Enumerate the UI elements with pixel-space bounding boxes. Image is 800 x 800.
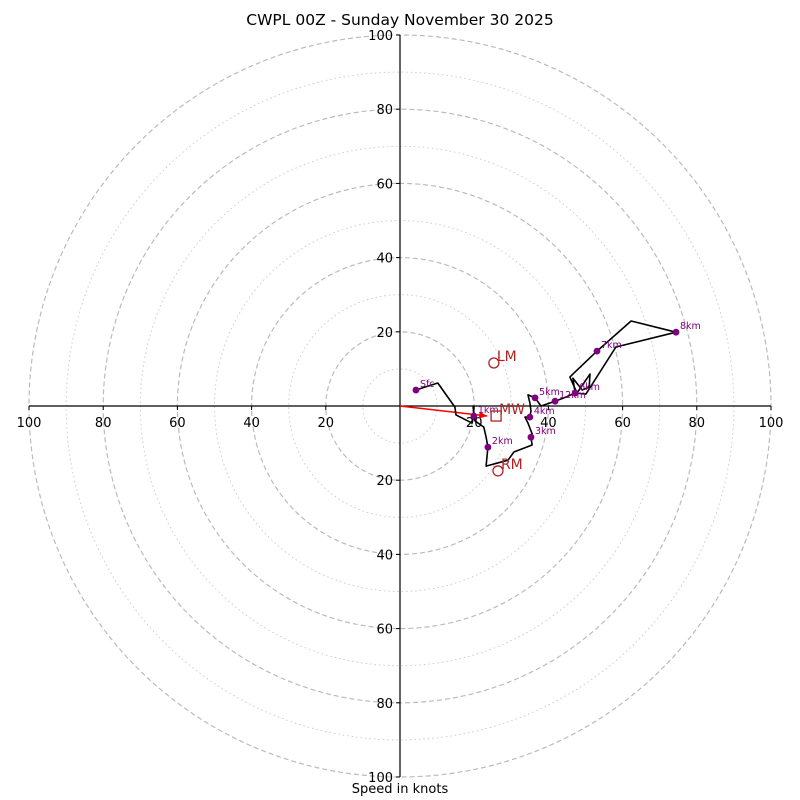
y-tick-label: 100 (368, 771, 393, 786)
height-marker-sfc (412, 386, 420, 394)
storm-motion-mw-label: MW (499, 402, 525, 418)
y-tick-label: 40 (376, 548, 393, 563)
x-tick-label: 100 (17, 416, 42, 431)
x-tick-label: 60 (169, 416, 186, 431)
tick-labels: 100 80 60 40 20 20 40 60 80 100 100 80 60 40 20 20 40 60 8… (17, 29, 784, 786)
height-marker-12km (551, 397, 559, 405)
y-tick-label: 20 (376, 474, 393, 489)
x-tick-label: 80 (95, 416, 112, 431)
height-label-6km: 6km (579, 382, 600, 393)
height-label-3km: 3km (535, 426, 556, 437)
height-marker-4km (526, 413, 534, 421)
height-marker-2km (484, 443, 492, 451)
y-tick-label: 60 (376, 623, 393, 638)
storm-motion-lm-label: LM (497, 349, 517, 365)
height-marker-8km (672, 328, 680, 336)
x-tick-label: 40 (243, 416, 260, 431)
height-label-7km: 7km (601, 340, 622, 351)
x-axis-label: Speed in knots (351, 782, 449, 797)
y-tick-label: 80 (376, 697, 393, 712)
height-label-1km: 1km (478, 405, 499, 416)
y-tick-label: 60 (376, 177, 393, 192)
x-tick-label: 60 (614, 416, 631, 431)
storm-motion-rm-marker (492, 465, 504, 477)
y-tick-label: 80 (376, 103, 393, 118)
x-tick-label: 20 (466, 416, 483, 431)
chart-title: CWPL 00Z - Sunday November 30 2025 (246, 11, 554, 29)
height-label-sfc: Sfc (420, 379, 435, 390)
storm-motion-mw-marker (490, 410, 502, 422)
height-marker-7km (593, 347, 601, 355)
x-tick-label: 20 (318, 416, 335, 431)
x-tick-label: 100 (759, 416, 784, 431)
storm-motion-lm-marker (488, 357, 500, 369)
height-marker-6km (571, 389, 579, 397)
height-marker-3km (527, 433, 535, 441)
height-label-5km: 5km (539, 387, 560, 398)
y-tick-label: 40 (376, 252, 393, 267)
storm-motion-markers: LM RM MW (488, 349, 525, 477)
height-label-8km: 8km (680, 321, 701, 332)
height-label-2km: 2km (492, 436, 513, 447)
storm-motion-rm-label: RM (501, 457, 523, 473)
height-label-4km: 4km (534, 406, 555, 417)
y-tick-label: 20 (376, 326, 393, 341)
mean-wind-arrowhead (478, 411, 488, 419)
height-marker-5km (531, 394, 539, 402)
height-label-12km: 12km (559, 390, 586, 401)
height-marker-1km (470, 412, 478, 420)
x-tick-label: 80 (689, 416, 706, 431)
y-tick-label: 100 (368, 29, 393, 44)
x-tick-label: 40 (540, 416, 557, 431)
